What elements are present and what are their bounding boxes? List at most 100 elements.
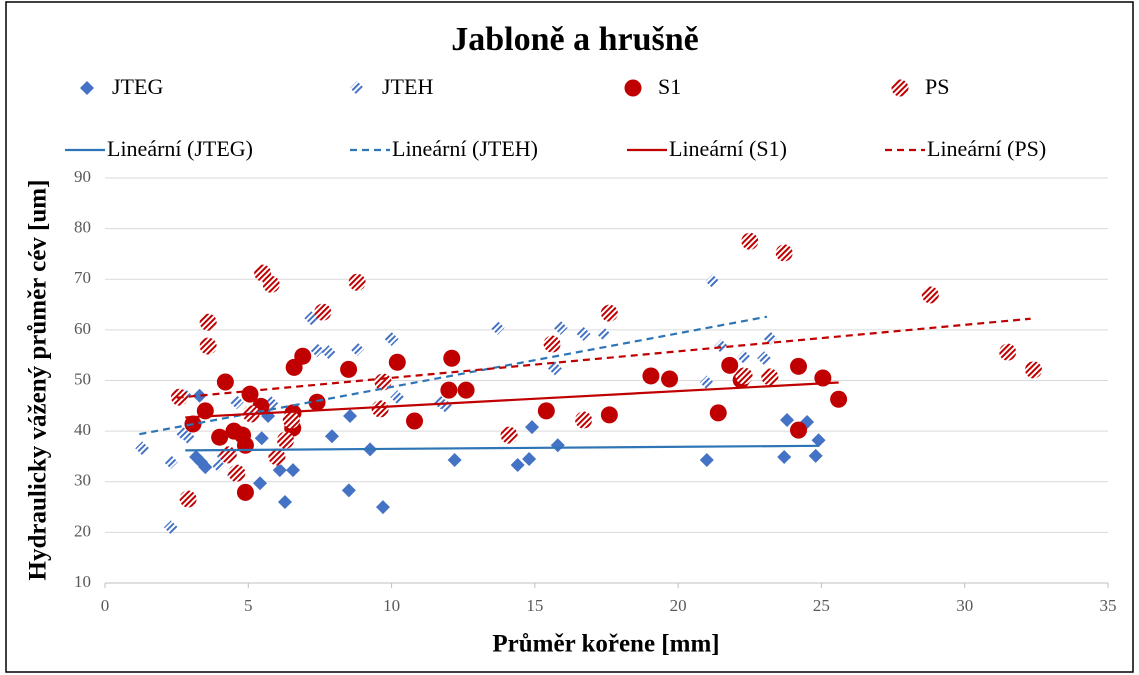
scatter-point — [553, 320, 568, 335]
scatter-point — [777, 449, 792, 464]
x-tick-label: 30 — [956, 596, 973, 615]
x-axis-label: Průměr kořene [mm] — [492, 631, 719, 658]
scatter-point — [522, 451, 537, 466]
scatter-point — [294, 347, 312, 365]
scatter-point — [547, 361, 562, 376]
legend-label: S1 — [658, 74, 681, 99]
scatter-point — [721, 356, 739, 374]
legend-marker — [80, 81, 94, 95]
scatter-point — [198, 460, 213, 475]
y-tick-label: 10 — [74, 572, 91, 591]
y-tick-label: 20 — [74, 521, 91, 540]
legend-marker — [350, 81, 364, 95]
scatter-point — [447, 452, 462, 467]
legend-label: Lineární (JTEH) — [392, 136, 538, 161]
scatter-point — [282, 411, 300, 429]
scatter-point — [1024, 361, 1042, 379]
scatter-point — [310, 343, 325, 358]
y-tick-label: 50 — [74, 369, 91, 388]
scatter-point — [790, 357, 808, 375]
legend-marker — [624, 79, 642, 97]
x-tick-label: 25 — [813, 596, 830, 615]
scatter-point — [262, 275, 280, 293]
scatter-point — [642, 367, 660, 385]
scatter-point — [661, 370, 679, 388]
scatter-point — [268, 448, 286, 466]
scatter-point — [314, 303, 332, 321]
scatter-point — [443, 349, 461, 367]
legend-label: Lineární (S1) — [669, 136, 787, 161]
scatter-point — [543, 335, 561, 353]
scatter-point — [600, 406, 618, 424]
scatter-point — [699, 452, 714, 467]
x-tick-label: 0 — [101, 596, 110, 615]
trendline — [185, 381, 839, 419]
scatter-point — [576, 326, 591, 341]
scatter-point — [285, 463, 300, 478]
scatter-point — [321, 345, 336, 360]
trendline — [185, 444, 819, 452]
scatter-point — [216, 373, 234, 391]
scatter-point — [457, 381, 475, 399]
scatter-point — [181, 430, 196, 445]
scatter-point — [999, 343, 1017, 361]
scatter-point — [808, 448, 823, 463]
scatter-point — [705, 274, 720, 289]
y-tick-label: 80 — [74, 218, 91, 237]
scatter-point — [163, 455, 178, 470]
scatter-point — [709, 404, 727, 422]
scatter-point — [199, 337, 217, 355]
scatter-point — [440, 381, 458, 399]
chart-border — [5, 1, 1134, 673]
scatter-point — [780, 412, 795, 427]
x-tick-label: 5 — [244, 596, 253, 615]
scatter-point — [811, 433, 826, 448]
scatter-point — [371, 400, 389, 418]
y-tick-label: 40 — [74, 420, 91, 439]
trendline — [176, 317, 1031, 399]
scatter-point — [761, 368, 779, 386]
chart-title: Jabloně a hrušně — [451, 21, 699, 58]
scatter-point — [228, 464, 246, 482]
scatter-point — [308, 393, 326, 411]
scatter-point — [324, 429, 339, 444]
scatter-point — [596, 326, 611, 341]
scatter-point — [179, 490, 197, 508]
legend-label: Lineární (PS) — [927, 136, 1046, 161]
scatter-point — [277, 431, 295, 449]
x-tick-label: 35 — [1100, 596, 1117, 615]
y-tick-label: 70 — [74, 268, 91, 287]
x-tick-label: 15 — [526, 596, 543, 615]
scatter-point — [135, 441, 150, 456]
scatter-point — [575, 411, 593, 429]
legend-label: JTEH — [382, 74, 433, 99]
scatter-point — [348, 273, 366, 291]
scatter-point — [390, 390, 405, 405]
scatter-point — [775, 244, 793, 262]
scatter-point — [524, 420, 539, 435]
scatter-point — [405, 412, 423, 430]
scatter-point — [236, 483, 254, 501]
legend-label: Lineární (JTEG) — [107, 136, 253, 161]
scatter-point — [500, 426, 518, 444]
scatter-point — [537, 402, 555, 420]
scatter-point — [762, 330, 777, 345]
scatter-point — [388, 353, 406, 371]
scatter-point — [341, 483, 356, 498]
x-tick-label: 10 — [383, 596, 400, 615]
y-tick-label: 60 — [74, 319, 91, 338]
scatter-point — [714, 339, 729, 354]
scatter-point — [699, 375, 714, 390]
scatter-point — [510, 458, 525, 473]
scatter-point — [737, 350, 752, 365]
scatter-point — [384, 331, 399, 346]
scatter-point — [236, 436, 254, 454]
legend-marker — [891, 79, 909, 97]
scatter-point — [277, 495, 292, 509]
scatter-point — [343, 408, 358, 423]
scatter-point — [741, 232, 759, 250]
scatter-point — [350, 342, 365, 357]
y-tick-label: 90 — [74, 167, 91, 186]
